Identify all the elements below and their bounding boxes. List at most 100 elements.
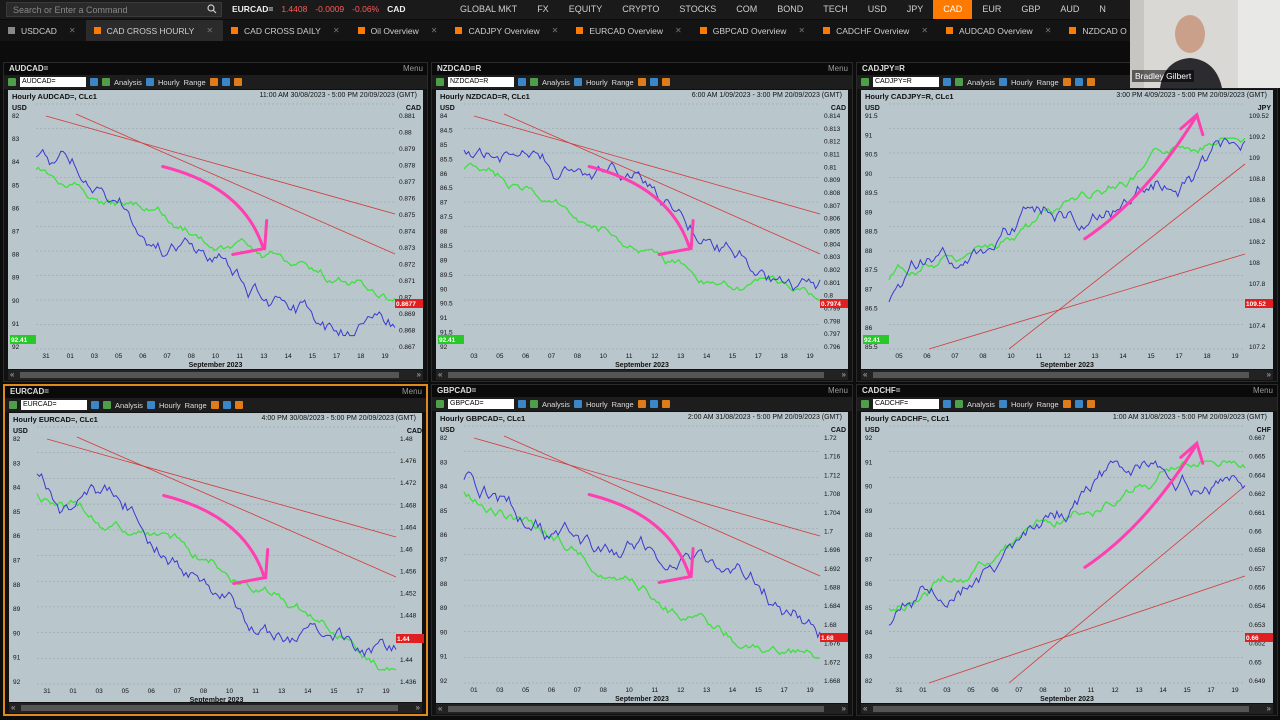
chart-scrollbar[interactable]: «»: [861, 704, 1273, 714]
analysis-button[interactable]: Analysis: [114, 77, 142, 87]
chart-plot[interactable]: Hourly NZDCAD=R, CLc1 6:00 AM 1/09/2023 -…: [436, 90, 848, 369]
analysis-icon[interactable]: [530, 78, 538, 86]
workspace-tab[interactable]: AUDCAD Overview ✕: [938, 20, 1061, 41]
chart-panel[interactable]: AUDCAD= Menu AUDCAD= Analysis Hourly Range Hou…: [3, 62, 428, 382]
chart-panel[interactable]: CADJPY=RMenuCADJPY=RAnalysisHourlyRangeH…: [856, 62, 1278, 382]
range-select[interactable]: Range: [184, 400, 207, 410]
analysis-icon[interactable]: [955, 400, 963, 408]
chart-type-icon[interactable]: [1062, 78, 1071, 86]
analysis-button[interactable]: Analysis: [115, 400, 143, 410]
close-icon[interactable]: ✕: [332, 26, 340, 35]
draw-icon[interactable]: [998, 400, 1007, 408]
range-select[interactable]: Range: [611, 77, 634, 87]
nav-up-icon[interactable]: [436, 78, 444, 86]
chart-type-icon[interactable]: [210, 401, 219, 409]
analysis-icon[interactable]: [103, 401, 111, 409]
settings-icon[interactable]: [1086, 78, 1095, 86]
ric-input[interactable]: AUDCAD=: [20, 77, 86, 87]
analysis-icon[interactable]: [955, 78, 963, 86]
chart-scrollbar[interactable]: «»: [9, 703, 422, 713]
scroll-right-icon[interactable]: »: [841, 704, 846, 713]
chart-panel[interactable]: CADCHF= Menu CADCHF= Analysis Hourly Range Hou…: [856, 384, 1278, 716]
ric-input[interactable]: NZDCAD=R: [448, 77, 514, 87]
chart-plot[interactable]: Hourly CADCHF=, CLc1 1:00 AM 31/08/2023 -…: [861, 412, 1273, 703]
scroll-thumb[interactable]: [873, 706, 1249, 712]
range-select[interactable]: Range: [1036, 77, 1059, 87]
chart-panel[interactable]: NZDCAD=R Menu NZDCAD=R Analysis Hourly Range H…: [431, 62, 853, 382]
ric-input[interactable]: CADCHF=: [873, 399, 939, 409]
settings-icon[interactable]: [661, 400, 670, 408]
close-icon[interactable]: ✕: [1044, 26, 1052, 35]
market-tab-eur[interactable]: EUR: [982, 4, 1002, 14]
close-icon[interactable]: ✕: [68, 26, 76, 35]
draw-icon[interactable]: [146, 401, 155, 409]
scroll-right-icon[interactable]: »: [841, 370, 846, 379]
ric-input[interactable]: CADJPY=R: [873, 77, 939, 87]
search-icon[interactable]: [207, 4, 217, 14]
workspace-tab[interactable]: GBPCAD Overview ✕: [692, 20, 815, 41]
scroll-left-icon[interactable]: «: [863, 704, 868, 713]
close-icon[interactable]: ✕: [675, 26, 682, 35]
workspace-tab[interactable]: EURCAD Overview ✕: [568, 20, 691, 41]
command-search[interactable]: Search or Enter a Command: [6, 2, 222, 17]
workspace-tab[interactable]: CAD CROSS HOURLY ✕: [85, 20, 224, 41]
zoom-icon[interactable]: [221, 78, 230, 86]
market-tab-equity[interactable]: EQUITY: [568, 4, 603, 14]
market-tab-crypto[interactable]: CRYPTO: [622, 4, 660, 14]
analysis-button[interactable]: Analysis: [542, 77, 570, 87]
chart-type-icon[interactable]: [1062, 400, 1071, 408]
draw-icon[interactable]: [573, 400, 582, 408]
draw-icon[interactable]: [573, 78, 582, 86]
interval-select[interactable]: Hourly: [1010, 77, 1033, 87]
nav-up-icon[interactable]: [436, 400, 444, 408]
workspace-tab[interactable]: USDCAD ✕: [0, 20, 86, 41]
scroll-left-icon[interactable]: «: [863, 370, 868, 379]
range-select[interactable]: Range: [611, 399, 634, 409]
market-tab-stocks[interactable]: STOCKS: [679, 4, 717, 14]
analysis-button[interactable]: Analysis: [542, 399, 570, 409]
scroll-right-icon[interactable]: »: [1266, 370, 1271, 379]
interval-select[interactable]: Hourly: [585, 399, 608, 409]
scroll-left-icon[interactable]: «: [10, 370, 15, 379]
analysis-button[interactable]: Analysis: [967, 399, 995, 409]
close-icon[interactable]: ✕: [206, 26, 214, 35]
scroll-thumb[interactable]: [21, 705, 398, 711]
market-tab-fx[interactable]: FX: [537, 4, 549, 14]
settings-icon[interactable]: [234, 401, 243, 409]
scroll-thumb[interactable]: [448, 706, 824, 712]
chart-plot[interactable]: Hourly AUDCAD=, CLc1 11:00 AM 30/08/2023 …: [8, 90, 423, 369]
close-icon[interactable]: ✕: [551, 26, 559, 35]
workspace-tab[interactable]: CADJPY Overview ✕: [447, 20, 568, 41]
chart-scrollbar[interactable]: «»: [8, 370, 423, 380]
market-tab-n[interactable]: N: [1099, 4, 1106, 14]
zoom-icon[interactable]: [222, 401, 231, 409]
market-tab-usd[interactable]: USD: [867, 4, 887, 14]
scroll-left-icon[interactable]: «: [438, 370, 443, 379]
market-tab-jpy[interactable]: JPY: [906, 4, 924, 14]
chart-type-icon[interactable]: [637, 78, 646, 86]
zoom-icon[interactable]: [649, 78, 658, 86]
scroll-right-icon[interactable]: »: [415, 703, 420, 712]
refresh-icon[interactable]: [943, 400, 951, 408]
nav-up-icon[interactable]: [861, 78, 869, 86]
market-tab-global-mkt[interactable]: GLOBAL MKT: [460, 4, 518, 14]
refresh-icon[interactable]: [518, 78, 526, 86]
market-tab-cad[interactable]: CAD: [933, 0, 973, 19]
panel-menu-button[interactable]: Menu: [402, 64, 423, 73]
refresh-icon[interactable]: [518, 400, 526, 408]
analysis-button[interactable]: Analysis: [967, 77, 995, 87]
zoom-icon[interactable]: [649, 400, 658, 408]
market-tab-gbp[interactable]: GBP: [1021, 4, 1041, 14]
nav-up-icon[interactable]: [8, 78, 16, 86]
market-tab-aud[interactable]: AUD: [1060, 4, 1080, 14]
settings-icon[interactable]: [1086, 400, 1095, 408]
chart-scrollbar[interactable]: «»: [436, 704, 848, 714]
panel-menu-button[interactable]: Menu: [827, 64, 848, 73]
market-tab-com[interactable]: COM: [736, 4, 758, 14]
chart-type-icon[interactable]: [209, 78, 218, 86]
zoom-icon[interactable]: [1074, 400, 1083, 408]
scroll-right-icon[interactable]: »: [1266, 704, 1271, 713]
chart-panel[interactable]: GBPCAD= Menu GBPCAD= Analysis Hourly Range Hou…: [431, 384, 853, 716]
close-icon[interactable]: ✕: [430, 26, 438, 35]
workspace-tab[interactable]: CAD CROSS DAILY ✕: [223, 20, 350, 41]
